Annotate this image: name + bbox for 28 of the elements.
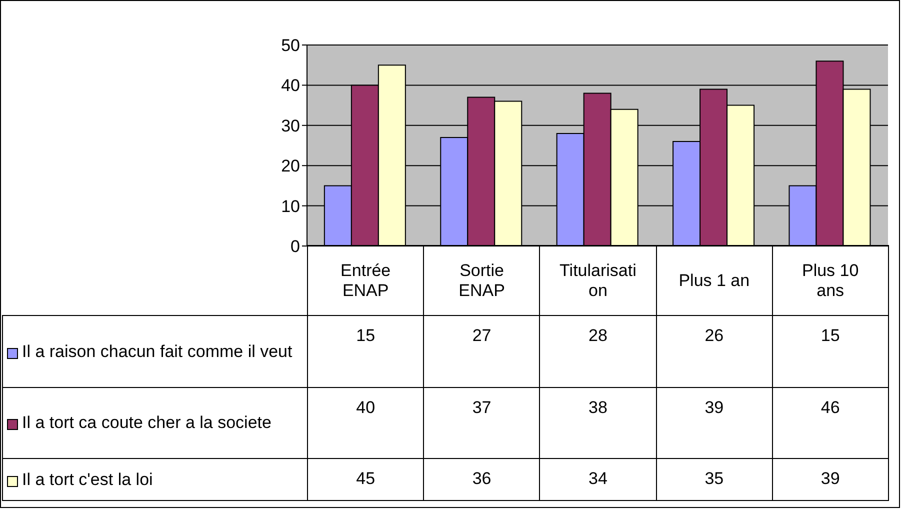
x-tick-label: Sortie ENAP [424,246,540,316]
data-label: 34 [540,458,656,500]
legend-label: Il a tort c'est la loi [22,470,153,490]
data-label: 15 [772,316,888,388]
data-label: 46 [772,388,888,458]
data-label: 26 [656,316,772,388]
y-tick-label: 20 [281,156,300,176]
y-tick-label: 50 [281,36,300,56]
x-tick-label: Entrée ENAP [308,246,424,316]
data-label: 38 [540,388,656,458]
y-tick-label: 0 [290,237,300,256]
data-label: 36 [424,458,540,500]
y-tick-label: 30 [281,116,300,136]
x-tick-label: Plus 10 ans [772,246,888,316]
data-label: 15 [308,316,424,388]
x-tick-label: Plus 1 an [656,246,772,316]
data-label: 39 [656,388,772,458]
y-tick-label: 40 [281,76,300,96]
x-tick-label: Titularisation [540,246,656,316]
data-label: 39 [772,458,888,500]
data-label: 27 [424,316,540,388]
data-label: 28 [540,316,656,388]
data-label: 37 [424,388,540,458]
y-tick-label: 10 [281,196,300,216]
data-label: 35 [656,458,772,500]
legend-label: Il a raison chacun fait comme il veut [22,342,292,362]
data-label: 45 [308,458,424,500]
legend-label: Il a tort ca coute cher a la societe [22,413,272,433]
